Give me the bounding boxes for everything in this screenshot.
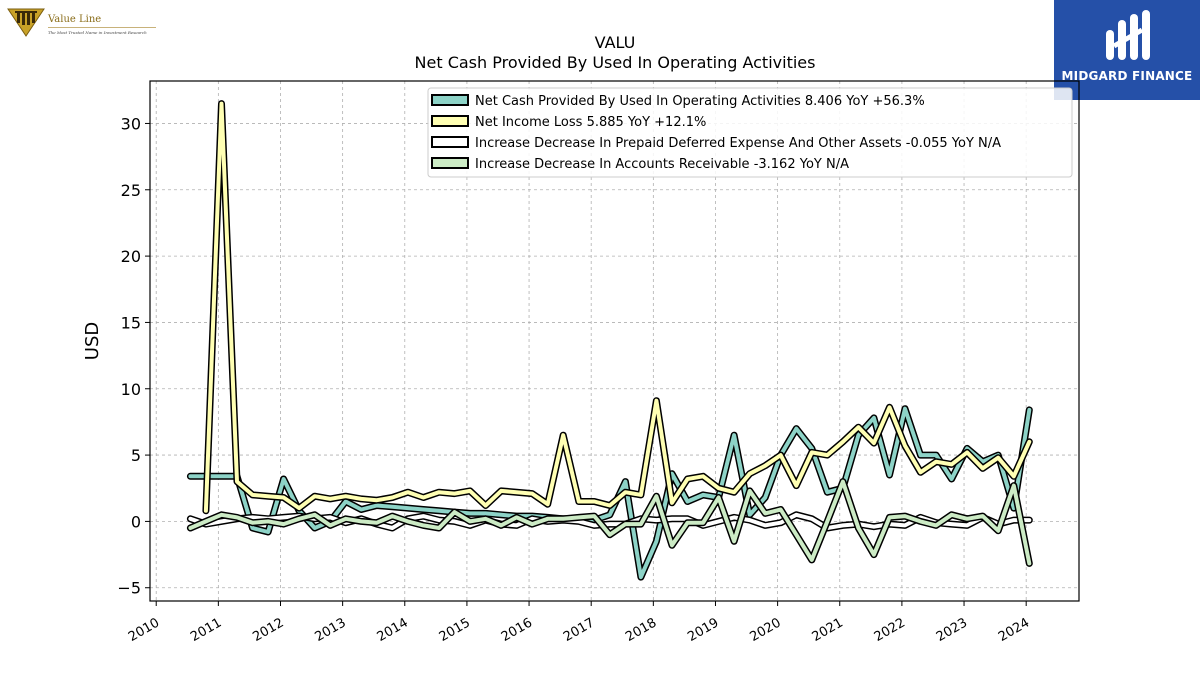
y-tick-label: 30 [121,114,141,133]
chart-title: VALU [595,33,636,52]
y-tick-label: 5 [131,446,141,465]
legend: Net Cash Provided By Used In Operating A… [427,87,1073,178]
legend-item: Net Cash Provided By Used In Operating A… [431,94,925,109]
series-net-income-loss [202,100,1033,515]
x-tick-label: 2021 [810,615,846,645]
x-tick-label: 2014 [375,615,411,645]
midgard-finance-name: MIDGARD FINANCE [1061,69,1193,83]
x-tick-label: 2013 [312,615,348,645]
x-tick-label: 2017 [561,615,597,645]
legend-item: Increase Decrease In Accounts Receivable… [431,157,849,172]
x-tick-label: 2019 [685,615,721,645]
midgard-emblem-icon [1106,10,1150,60]
plot-frame [149,80,1080,602]
x-tick-label: 2024 [996,615,1032,645]
y-tick-label: 10 [121,380,141,399]
y-axis-label: USD [82,322,103,360]
midgard-finance-logo: MIDGARD FINANCE [1054,0,1200,100]
x-tick-label: 2022 [872,615,908,645]
value-line-tagline: The Most Trusted Name in Investment Rese… [48,30,147,35]
legend-item: Net Income Loss 5.885 YoY +12.1% [431,115,706,130]
value-line-emblem-icon [7,8,45,37]
series-lines [186,100,1033,581]
legend-item: Increase Decrease In Prepaid Deferred Ex… [431,136,1001,151]
chart-subtitle: Net Cash Provided By Used In Operating A… [415,53,816,72]
x-tick-label: 2011 [188,615,224,645]
legend-swatch [431,115,469,127]
x-tick-label: 2020 [747,615,783,645]
x-tick-label: 2010 [126,615,162,645]
series-increase-decrease-in-accounts-receivable [186,478,1033,567]
value-line-name: Value Line [48,14,102,25]
value-line-logo: Value Line The Most Trusted Name in Inve… [6,6,166,42]
legend-box [427,87,1073,178]
x-tick-label: 2016 [499,615,535,645]
legend-swatch [431,136,469,148]
series-line [203,101,1032,513]
legend-swatch [431,157,469,169]
x-tick-label: 2012 [250,615,286,645]
series-line [188,479,1032,566]
value-line-rule [48,27,156,28]
legend-label: Net Income Loss 5.885 YoY +12.1% [475,115,706,130]
x-tick-label: 2015 [437,615,473,645]
x-tick-label: 2018 [623,615,659,645]
y-tick-label: 15 [121,313,141,332]
x-tick-label: 2023 [934,615,970,645]
y-tick-label: 25 [121,181,141,200]
legend-label: Increase Decrease In Prepaid Deferred Ex… [475,136,1001,151]
legend-label: Net Cash Provided By Used In Operating A… [475,94,925,109]
y-tick-label: 20 [121,247,141,266]
y-tick-label: −5 [117,579,141,598]
legend-label: Increase Decrease In Accounts Receivable… [475,157,849,172]
legend-swatch [431,94,469,106]
y-tick-label: 0 [131,512,141,531]
